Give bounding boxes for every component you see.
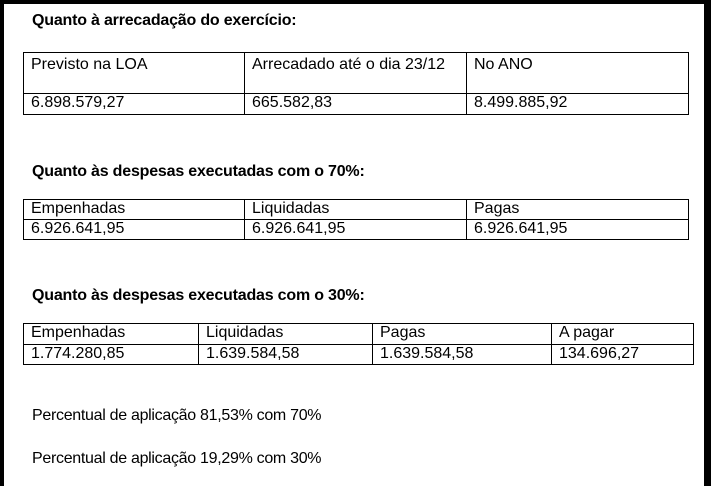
- section-title-despesas-70: Quanto às despesas executadas com o 70%:: [32, 163, 365, 180]
- note-percentual-30: Percentual de aplicação 19,29% com 30%: [32, 450, 322, 467]
- value-cell: 1.774.280,85: [23, 344, 199, 365]
- table-header-row: Previsto na LOA Arrecadado até o dia 23/…: [23, 52, 689, 94]
- value-cell: 6.926.641,95: [23, 219, 245, 240]
- header-cell: Empenhadas: [23, 323, 199, 345]
- header-cell: Pagas: [466, 199, 689, 220]
- section-title-arrecadacao: Quanto à arrecadação do exercício:: [32, 12, 297, 29]
- table-arrecadacao: Previsto na LOA Arrecadado até o dia 23/…: [23, 52, 689, 115]
- table-despesas-30: Empenhadas Liquidadas Pagas A pagar 1.77…: [23, 323, 694, 365]
- value-cell: 665.582,83: [244, 93, 467, 115]
- document-page: Quanto à arrecadação do exercício: Previ…: [4, 4, 704, 486]
- header-cell: Liquidadas: [198, 323, 373, 345]
- header-cell: Previsto na LOA: [23, 52, 245, 94]
- table-despesas-70: Empenhadas Liquidadas Pagas 6.926.641,95…: [23, 199, 689, 240]
- table-value-row: 6.926.641,95 6.926.641,95 6.926.641,95: [23, 219, 689, 240]
- section-title-despesas-30: Quanto às despesas executadas com o 30%:: [32, 287, 365, 304]
- value-cell: 1.639.584,58: [198, 344, 373, 365]
- note-percentual-70: Percentual de aplicação 81,53% com 70%: [32, 407, 322, 424]
- header-cell: No ANO: [466, 52, 689, 94]
- table-header-row: Empenhadas Liquidadas Pagas: [23, 199, 689, 220]
- value-cell: 134.696,27: [551, 344, 694, 365]
- table-value-row: 1.774.280,85 1.639.584,58 1.639.584,58 1…: [23, 344, 694, 365]
- header-cell: Pagas: [372, 323, 552, 345]
- value-cell: 8.499.885,92: [466, 93, 689, 115]
- header-cell: Arrecadado até o dia 23/12: [244, 52, 467, 94]
- table-value-row: 6.898.579,27 665.582,83 8.499.885,92: [23, 93, 689, 115]
- header-cell: Empenhadas: [23, 199, 245, 220]
- header-cell: Liquidadas: [244, 199, 467, 220]
- table-header-row: Empenhadas Liquidadas Pagas A pagar: [23, 323, 694, 345]
- value-cell: 6.926.641,95: [466, 219, 689, 240]
- value-cell: 6.926.641,95: [244, 219, 467, 240]
- value-cell: 6.898.579,27: [23, 93, 245, 115]
- header-cell: A pagar: [551, 323, 694, 345]
- value-cell: 1.639.584,58: [372, 344, 552, 365]
